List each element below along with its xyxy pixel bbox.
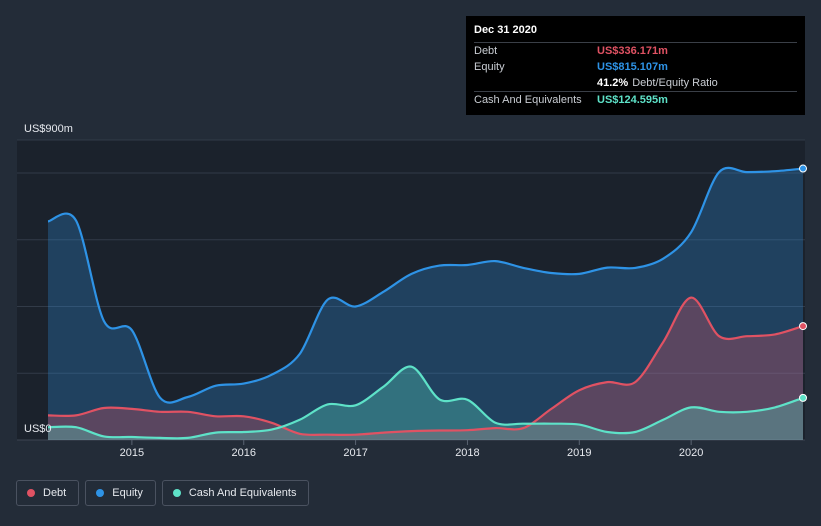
tooltip-date: Dec 31 2020 <box>474 24 537 36</box>
tooltip-ratio-value: 41.2% <box>597 77 629 89</box>
legend-equity-label: Equity <box>112 487 143 499</box>
tooltip-row-cash: Cash And Equivalents US$124.595m <box>474 91 797 108</box>
x-tick-label-2020: 2020 <box>679 447 703 459</box>
debt-equity-chart: 2015 2016 2017 2018 2019 2020 US$900m US$0 <box>17 123 807 459</box>
legend-item-cash[interactable]: Cash And Equivalents <box>161 480 310 506</box>
chart-legend: Debt Equity Cash And Equivalents <box>16 480 310 506</box>
tooltip-cash-label: Cash And Equivalents <box>474 94 582 106</box>
equity-line <box>47 166 804 404</box>
tooltip-row-ratio: 41.2% Debt/Equity Ratio <box>474 75 797 91</box>
equity-end-marker <box>799 164 807 173</box>
cash-and-equivalents-area <box>48 366 803 440</box>
data-tooltip: Dec 31 2020 Debt US$336.171m Equity US$8… <box>466 16 805 115</box>
legend-cash-dot-icon <box>172 489 181 497</box>
x-tick-label-2015: 2015 <box>120 447 144 459</box>
tooltip-row-debt: Debt US$336.171m <box>474 42 797 59</box>
legend-item-equity[interactable]: Equity <box>85 480 156 506</box>
x-tick-label-2017: 2017 <box>343 447 367 459</box>
tooltip-debt-label: Debt <box>474 45 498 57</box>
legend-item-debt[interactable]: Debt <box>16 480 80 506</box>
legend-equity-dot-icon <box>96 489 105 497</box>
tooltip-cash-value: US$124.595m <box>597 94 668 106</box>
debt-area <box>48 297 803 440</box>
plot-area-background <box>17 140 805 440</box>
x-tick-label-2018: 2018 <box>455 447 479 459</box>
tooltip-row-equity: Equity US$815.107m <box>474 59 797 75</box>
tooltip-equity-value: US$815.107m <box>597 61 668 73</box>
legend-debt-dot-icon <box>27 489 35 497</box>
x-tick-label-2016: 2016 <box>231 447 255 459</box>
equity-area <box>48 167 803 440</box>
debt-line <box>47 296 804 436</box>
tooltip-debt-value: US$336.171m <box>597 45 668 57</box>
cash-and-equivalents-line <box>47 365 804 440</box>
y-axis-bottom-label: US$0 <box>24 423 52 435</box>
cash-and-equivalents-end-marker <box>799 393 807 402</box>
tooltip-ratio-label: Debt/Equity Ratio <box>632 77 718 89</box>
legend-cash-label: Cash And Equivalents <box>188 487 297 499</box>
tooltip-equity-label: Equity <box>474 61 505 73</box>
y-axis-top-label: US$900m <box>24 123 73 135</box>
x-tick-label-2019: 2019 <box>567 447 591 459</box>
legend-debt-label: Debt <box>43 487 67 499</box>
debt-end-marker <box>799 322 807 331</box>
